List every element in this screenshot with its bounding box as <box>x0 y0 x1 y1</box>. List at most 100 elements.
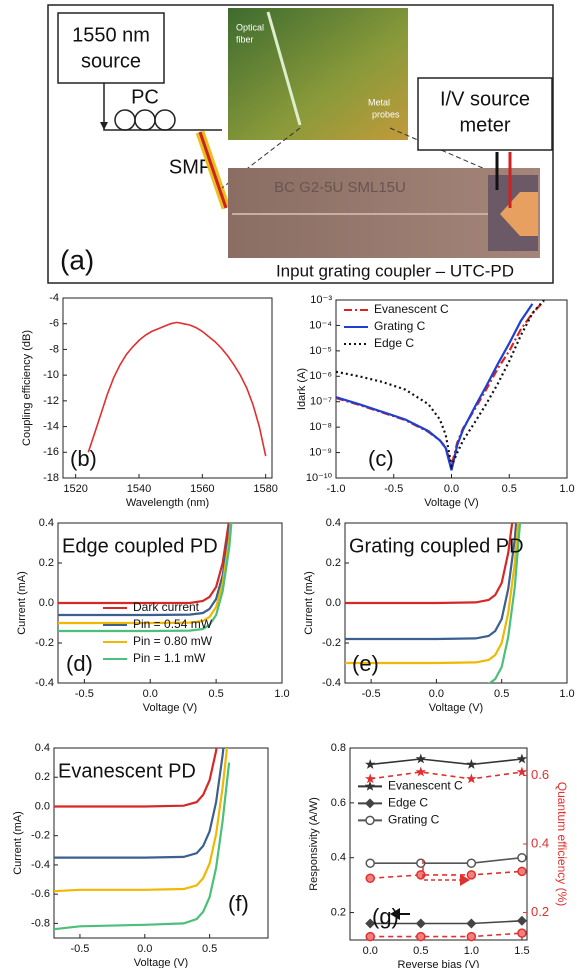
plot-frame <box>53 747 269 939</box>
y-tick-label: 0.6 <box>331 797 346 809</box>
y-axis-label: Current (mA) <box>16 571 28 635</box>
series-line <box>54 748 225 859</box>
panel-label: (a) <box>60 244 94 275</box>
x-axis-label: Voltage (V) <box>429 702 483 714</box>
y-tick-label: 10⁻³ <box>310 294 332 306</box>
marker <box>365 931 375 942</box>
legend-label: Evanescent C <box>388 779 463 793</box>
source-box <box>57 12 165 84</box>
y-tick-label: 0.4 <box>35 742 50 754</box>
photo-label: probes <box>372 109 400 119</box>
meter-label: I/V source <box>440 88 530 110</box>
y-tick-label: 0.2 <box>331 906 346 918</box>
marker <box>365 858 375 868</box>
x-tick-label: 0.0 <box>429 688 444 700</box>
chart-title: Evanescent PD <box>58 760 196 782</box>
smf-label: SMF <box>169 156 211 178</box>
x-tick-label: 0.5 <box>502 483 517 495</box>
annotation-arrow <box>390 908 400 920</box>
pd-contact <box>500 192 538 236</box>
panel-label: (e) <box>352 651 379 676</box>
photo <box>228 8 408 140</box>
y2-tick-label: 0.6 <box>531 767 549 782</box>
series-line <box>54 748 229 893</box>
chart: -1.0 -0.5 0.0 0.5 1.0 10⁻¹⁰ 10⁻⁹ 10⁻⁸ 10⁻⁷ 10⁻⁶ 10… <box>296 294 575 509</box>
legend-label: Dark current <box>133 600 200 614</box>
series-line <box>336 303 534 471</box>
y-tick-label: -0.2 <box>31 830 50 842</box>
y-tick-label: 0.2 <box>326 557 341 569</box>
x-axis-label: Wavelength (nm) <box>126 497 209 509</box>
marker <box>365 798 375 809</box>
series-line <box>54 748 218 808</box>
x-tick-label: 0.5 <box>494 688 509 700</box>
x-tick-label: -0.5 <box>384 483 403 495</box>
photo-label: fiber <box>236 34 254 44</box>
legend-label: Pin = 0.54 mW <box>133 617 213 631</box>
y-tick-label: -0.4 <box>322 677 341 689</box>
x-axis-label: Voltage (V) <box>424 497 478 509</box>
series-line <box>345 523 520 665</box>
marker <box>517 866 527 877</box>
marker <box>365 759 376 769</box>
photo-label: Metal <box>368 97 390 107</box>
y-tick-label: -14 <box>43 420 59 432</box>
x-tick-label: 1.0 <box>559 483 574 495</box>
y-axis-label: Idark (A) <box>296 368 308 410</box>
y-tick-label: 0.2 <box>35 771 50 783</box>
y-tick-label: 0.0 <box>35 800 50 812</box>
marker <box>466 759 477 769</box>
series-line <box>58 523 232 625</box>
x-tick-label: 1540 <box>127 483 151 495</box>
marker <box>415 918 426 929</box>
y-tick-label: 0.4 <box>39 517 54 529</box>
x-tick-label: 0.0 <box>444 483 459 495</box>
x-tick-label: 1520 <box>63 483 87 495</box>
y-axis-label: Current (mA) <box>303 571 315 635</box>
marker <box>516 915 527 926</box>
y-tick-label: 10⁻⁴ <box>309 319 332 331</box>
series-line <box>87 321 267 457</box>
photo-fiber <box>266 11 302 126</box>
y-tick-label: -8 <box>49 343 59 355</box>
y-axis-label: Coupling efficiency (dB) <box>21 330 33 446</box>
marker <box>365 873 375 884</box>
marker <box>364 780 376 791</box>
panel-label: (c) <box>368 446 394 471</box>
x-tick-label: 0.5 <box>208 688 223 700</box>
x-axis-label: Reverse bias (V) <box>398 959 480 968</box>
marker <box>466 858 477 868</box>
legend-label: Grating C <box>388 813 440 827</box>
series-line <box>54 762 231 931</box>
marker <box>365 815 375 826</box>
x-tick-label: 0.5 <box>413 945 428 957</box>
series-line <box>345 523 514 605</box>
series-line <box>370 771 523 780</box>
chart: 0.0 0.5 1.0 1.5 0.2 0.4 0.6 0.8 0.2 0.4 0.6 Reverse… <box>308 742 569 968</box>
y-tick-label: -12 <box>43 395 59 407</box>
y-tick-label: -6 <box>49 318 59 330</box>
y-tick-label: 0.8 <box>331 742 346 754</box>
y-tick-label: -4 <box>49 292 59 304</box>
y2-tick-label: 0.4 <box>531 835 549 850</box>
fiber <box>198 131 228 209</box>
series-line <box>487 523 522 683</box>
y-tick-label: 0.4 <box>326 517 341 529</box>
chip-text: BC G2-5U SML15U <box>274 179 406 196</box>
x-tick-label: -0.5 <box>70 943 89 955</box>
x-tick-label: 1580 <box>253 483 277 495</box>
y-tick-label: -10 <box>43 369 59 381</box>
x-tick-label: 1.0 <box>274 688 289 700</box>
x-tick-label: 1.0 <box>559 688 574 700</box>
marker <box>516 753 528 764</box>
meter-label: meter <box>459 114 510 136</box>
legend-label: Evanescent C <box>374 302 449 316</box>
y-tick-label: 10⁻⁹ <box>309 446 332 458</box>
x-tick-label: -0.5 <box>75 688 94 700</box>
series-line <box>370 932 522 938</box>
marker <box>466 918 477 929</box>
annotation-arrow <box>460 874 470 886</box>
legend-label: Edge C <box>374 336 414 350</box>
chart-title: Grating coupled PD <box>349 535 524 557</box>
